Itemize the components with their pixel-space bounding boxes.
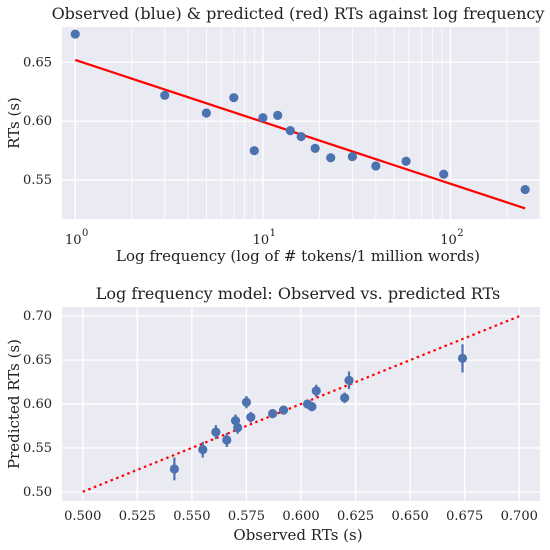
chart-bottom-y-tick-label: 0.70	[23, 309, 52, 324]
chart-bottom-x-tick-label: 0.550	[173, 509, 210, 524]
chart-top-x-tick-label: 10	[440, 233, 457, 248]
chart-top-y-ticks: 0.55 0.60 0.65	[23, 55, 52, 188]
chart-bottom-point	[169, 464, 180, 474]
chart-bottom-point	[311, 386, 321, 396]
chart-top-observed-point	[520, 184, 530, 195]
chart-top-observed-point	[258, 113, 268, 123]
chart-bottom-point	[233, 423, 243, 433]
chart-top-grid	[62, 27, 541, 219]
chart-top-observed-point	[160, 90, 170, 100]
chart-top-y-axis-label: RTs (s)	[5, 97, 23, 149]
chart-top-y-tick-label: 0.55	[23, 173, 52, 188]
chart-bottom-y-axis-label: Predicted RTs (s)	[5, 339, 23, 469]
chart-bottom-y-tick-label: 0.65	[23, 353, 52, 368]
chart-bottom-point	[344, 375, 354, 385]
chart-bottom-reference-line	[82, 315, 520, 493]
chart-bottom-point	[307, 402, 317, 412]
chart-bottom-point	[340, 393, 350, 403]
chart-top-x-tick-exponent: 1	[270, 228, 276, 239]
chart-top-observed-points	[70, 29, 530, 195]
chart-top-observed-point	[285, 126, 295, 136]
chart-bottom-point	[198, 445, 208, 455]
chart-bottom-point	[278, 405, 289, 415]
chart-top-x-tick-exponent: 2	[457, 228, 463, 239]
chart-bottom-points	[169, 344, 468, 481]
chart-top-x-tick-label: 10	[253, 233, 270, 248]
chart-top-y-tick-label: 0.65	[23, 55, 52, 70]
chart-bottom-x-axis-label: Observed RTs (s)	[233, 526, 362, 544]
chart-bottom-point	[268, 409, 278, 419]
chart-bottom-point	[211, 427, 221, 437]
chart-bottom-point	[457, 353, 468, 363]
chart-bottom-point	[241, 397, 252, 407]
chart-bottom-y-tick-label: 0.60	[23, 397, 52, 412]
chart-top-observed-point	[201, 108, 211, 118]
chart-bottom-x-tick-label: 0.700	[501, 509, 538, 524]
chart-top-observed-point	[401, 156, 411, 166]
chart-top-y-tick-label: 0.60	[23, 114, 52, 129]
chart-bottom-y-tick-label: 0.55	[23, 441, 52, 456]
chart-top-observed-point	[70, 29, 80, 39]
chart-bottom-x-tick-label: 0.500	[64, 509, 101, 524]
chart-top-observed-point	[371, 161, 381, 171]
chart-bottom-x-tick-label: 0.650	[392, 509, 429, 524]
chart-bottom-x-tick-label: 0.575	[228, 509, 265, 524]
chart-top-observed-point	[310, 143, 320, 153]
chart-top-observed-point	[439, 169, 449, 179]
chart-bottom: Log frequency model: Observed vs. predic…	[5, 284, 540, 544]
chart-bottom-y-tick-label: 0.50	[23, 485, 52, 500]
chart-top-x-axis-label: Log frequency (log of # tokens/1 million…	[116, 247, 480, 265]
chart-top-observed-point	[347, 151, 357, 162]
chart-bottom-x-tick-label: 0.525	[119, 509, 156, 524]
chart-top-observed-point	[273, 110, 283, 120]
chart-bottom-x-tick-label: 0.675	[446, 509, 483, 524]
chart-bottom-x-tick-label: 0.625	[337, 509, 374, 524]
chart-top-observed-point	[326, 153, 336, 163]
chart-top-title: Observed (blue) & predicted (red) RTs ag…	[52, 4, 545, 23]
chart-bottom-point	[222, 435, 232, 445]
chart-bottom-reference-line-segment	[82, 315, 520, 493]
chart-top-observed-point	[249, 146, 259, 156]
chart-top-x-tick-exponent: 0	[82, 228, 88, 239]
chart-bottom-title: Log frequency model: Observed vs. predic…	[96, 284, 500, 303]
chart-top-x-ticks: 10 0 10 1 10 2	[65, 228, 464, 248]
chart-bottom-point	[246, 412, 256, 422]
chart-top-observed-point	[296, 131, 306, 142]
chart-bottom-x-tick-label: 0.600	[282, 509, 319, 524]
chart-bottom-y-ticks: 0.50 0.55 0.60 0.65 0.70	[23, 309, 52, 500]
chart-top: Observed (blue) & predicted (red) RTs ag…	[5, 4, 544, 265]
chart-top-x-tick-label: 10	[65, 233, 82, 248]
chart-bottom-x-ticks: 0.500 0.525 0.550 0.575 0.600 0.625 0.650 0.675…	[64, 509, 538, 524]
chart-top-observed-point	[229, 93, 239, 103]
